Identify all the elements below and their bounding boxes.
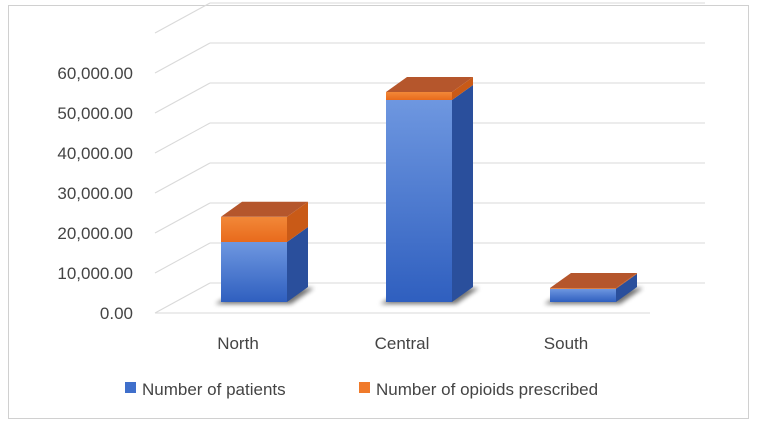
gridline-diagonal bbox=[154, 162, 211, 194]
y-axis-ticks: 0.00 10,000.00 20,000.00 30,000.00 40,000.00… bbox=[57, 64, 133, 323]
x-category-label: South bbox=[544, 334, 588, 353]
bar-number-of-patients bbox=[221, 242, 287, 302]
gridline-diagonal bbox=[154, 242, 211, 274]
x-axis-categories: North Central South bbox=[217, 334, 588, 353]
bar-side bbox=[616, 273, 637, 289]
y-tick-label: 50,000.00 bbox=[57, 104, 133, 123]
y-tick-label: 60,000.00 bbox=[57, 64, 133, 83]
bar-number-of-patients bbox=[550, 288, 616, 302]
gridline-diagonal bbox=[154, 82, 211, 114]
bar-side bbox=[287, 201, 308, 242]
gridline-diagonal bbox=[154, 42, 211, 74]
legend-swatch bbox=[359, 382, 370, 393]
bar-side bbox=[616, 273, 637, 302]
legend-label: Number of opioids prescribed bbox=[376, 380, 598, 399]
bar-side bbox=[452, 77, 473, 100]
chart-frame bbox=[8, 5, 749, 419]
bar-top bbox=[386, 77, 473, 92]
gridline-diagonal bbox=[154, 122, 211, 154]
bar-side bbox=[452, 85, 473, 302]
bar-number-of-opioids-prescribed bbox=[550, 288, 616, 289]
y-tick-label: 0.00 bbox=[100, 304, 133, 323]
gridline-diagonal bbox=[154, 282, 211, 314]
bar-number-of-patients bbox=[386, 100, 452, 302]
y-tick-label: 30,000.00 bbox=[57, 184, 133, 203]
bar-stack-central bbox=[380, 77, 479, 304]
bar-top bbox=[221, 201, 308, 217]
bar-stack-south bbox=[544, 273, 643, 304]
x-category-label: North bbox=[217, 334, 259, 353]
legend-label: Number of patients bbox=[142, 380, 286, 399]
bar-top bbox=[550, 273, 637, 288]
y-tick-label: 20,000.00 bbox=[57, 224, 133, 243]
bar-stack-north bbox=[215, 201, 314, 304]
gridline-diagonal bbox=[154, 2, 211, 34]
legend-swatch bbox=[125, 382, 136, 393]
bar-number-of-opioids-prescribed bbox=[221, 216, 287, 242]
bars bbox=[215, 77, 643, 304]
y-tick-label: 40,000.00 bbox=[57, 144, 133, 163]
bar-number-of-opioids-prescribed bbox=[386, 92, 452, 100]
bar-side bbox=[287, 227, 308, 302]
y-tick-label: 10,000.00 bbox=[57, 264, 133, 283]
x-category-label: Central bbox=[375, 334, 430, 353]
gridline-diagonal bbox=[154, 202, 211, 234]
legend: Number of patients Number of opioids pres… bbox=[125, 380, 598, 399]
